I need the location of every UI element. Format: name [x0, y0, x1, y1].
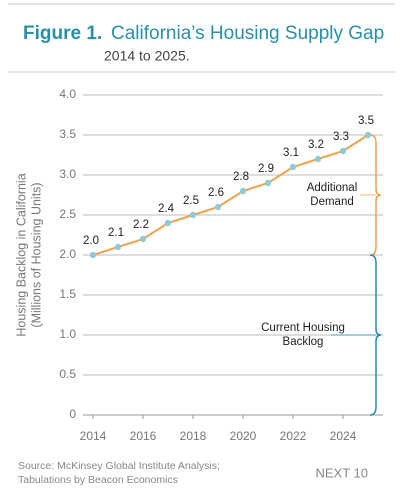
x-tick-label: 2016 — [130, 429, 157, 443]
point — [214, 203, 222, 211]
y-tick-label: 1.5 — [59, 287, 76, 301]
point — [139, 235, 147, 243]
y-axis-label: (Millions of Housing Units) — [29, 182, 43, 327]
point — [114, 243, 122, 251]
point — [364, 131, 372, 139]
annotation: Current Housing — [261, 322, 345, 334]
y-tick-label: 2.5 — [59, 207, 76, 221]
data-label: 3.5 — [358, 115, 374, 127]
data-label: 3.3 — [333, 131, 349, 143]
brand: NEXT 10 — [315, 465, 368, 480]
y-tick-label: 1.0 — [59, 327, 76, 341]
series-line — [92, 134, 369, 256]
point — [189, 211, 197, 219]
x-tick-label: 2020 — [230, 429, 257, 443]
source: Source: McKinsey Global Institute Analys… — [18, 460, 220, 472]
brace — [369, 254, 382, 416]
annotation: Additional — [307, 182, 358, 194]
point — [289, 163, 297, 171]
y-tick-label: 0 — [69, 407, 76, 421]
data-label: 2.8 — [233, 171, 249, 183]
point — [89, 251, 97, 259]
data-label: 2.2 — [133, 219, 149, 231]
data-label: 3.1 — [283, 147, 299, 159]
y-tick-label: 0.5 — [59, 367, 76, 381]
point — [164, 219, 172, 227]
y-tick-label: 4.0 — [59, 87, 76, 101]
y-tick-label: 3.0 — [59, 167, 76, 181]
x-tick-label: 2022 — [280, 429, 307, 443]
figure-number: Figure 1. — [23, 23, 102, 44]
y-tick-label: 2.0 — [59, 247, 76, 261]
x-tick-label: 2024 — [330, 429, 357, 443]
chart-subtitle: 2014 to 2025. — [104, 48, 190, 64]
y-tick-label: 3.5 — [59, 127, 76, 141]
data-label: 2.5 — [183, 195, 199, 207]
data-label: 2.4 — [158, 203, 175, 215]
point — [239, 187, 247, 195]
x-tick-label: 2014 — [80, 429, 107, 443]
annotation: Backlog — [283, 336, 324, 348]
point — [339, 147, 347, 155]
chart-title: California’s Housing Supply Gap — [111, 23, 384, 44]
data-label: 2.6 — [208, 187, 224, 199]
source: Tabulations by Beacon Economics — [18, 474, 178, 486]
data-label: 2.0 — [83, 235, 99, 247]
x-tick-label: 2018 — [180, 429, 207, 443]
annotation: Demand — [310, 196, 353, 208]
data-label: 2.1 — [108, 227, 124, 239]
point — [264, 179, 272, 187]
data-label: 2.9 — [258, 163, 274, 175]
data-label: 3.2 — [308, 139, 324, 151]
y-axis-label: Housing Backlog in California — [14, 173, 28, 336]
point — [314, 155, 322, 163]
brace — [369, 134, 382, 256]
